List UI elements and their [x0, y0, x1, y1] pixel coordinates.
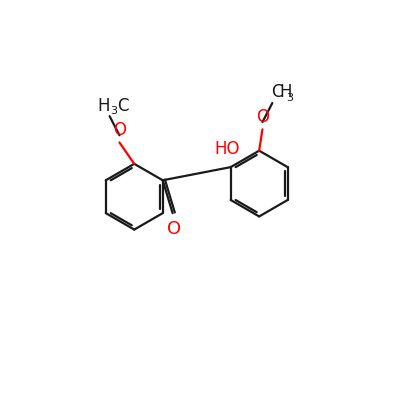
Text: 3: 3	[110, 106, 117, 116]
Text: C: C	[117, 96, 128, 114]
Text: H: H	[280, 83, 292, 101]
Text: H: H	[97, 96, 110, 114]
Text: C: C	[271, 83, 282, 101]
Text: HO: HO	[215, 140, 240, 158]
Text: O: O	[113, 121, 126, 139]
Text: 3: 3	[286, 93, 293, 103]
Text: O: O	[256, 108, 269, 126]
Text: O: O	[167, 220, 181, 238]
